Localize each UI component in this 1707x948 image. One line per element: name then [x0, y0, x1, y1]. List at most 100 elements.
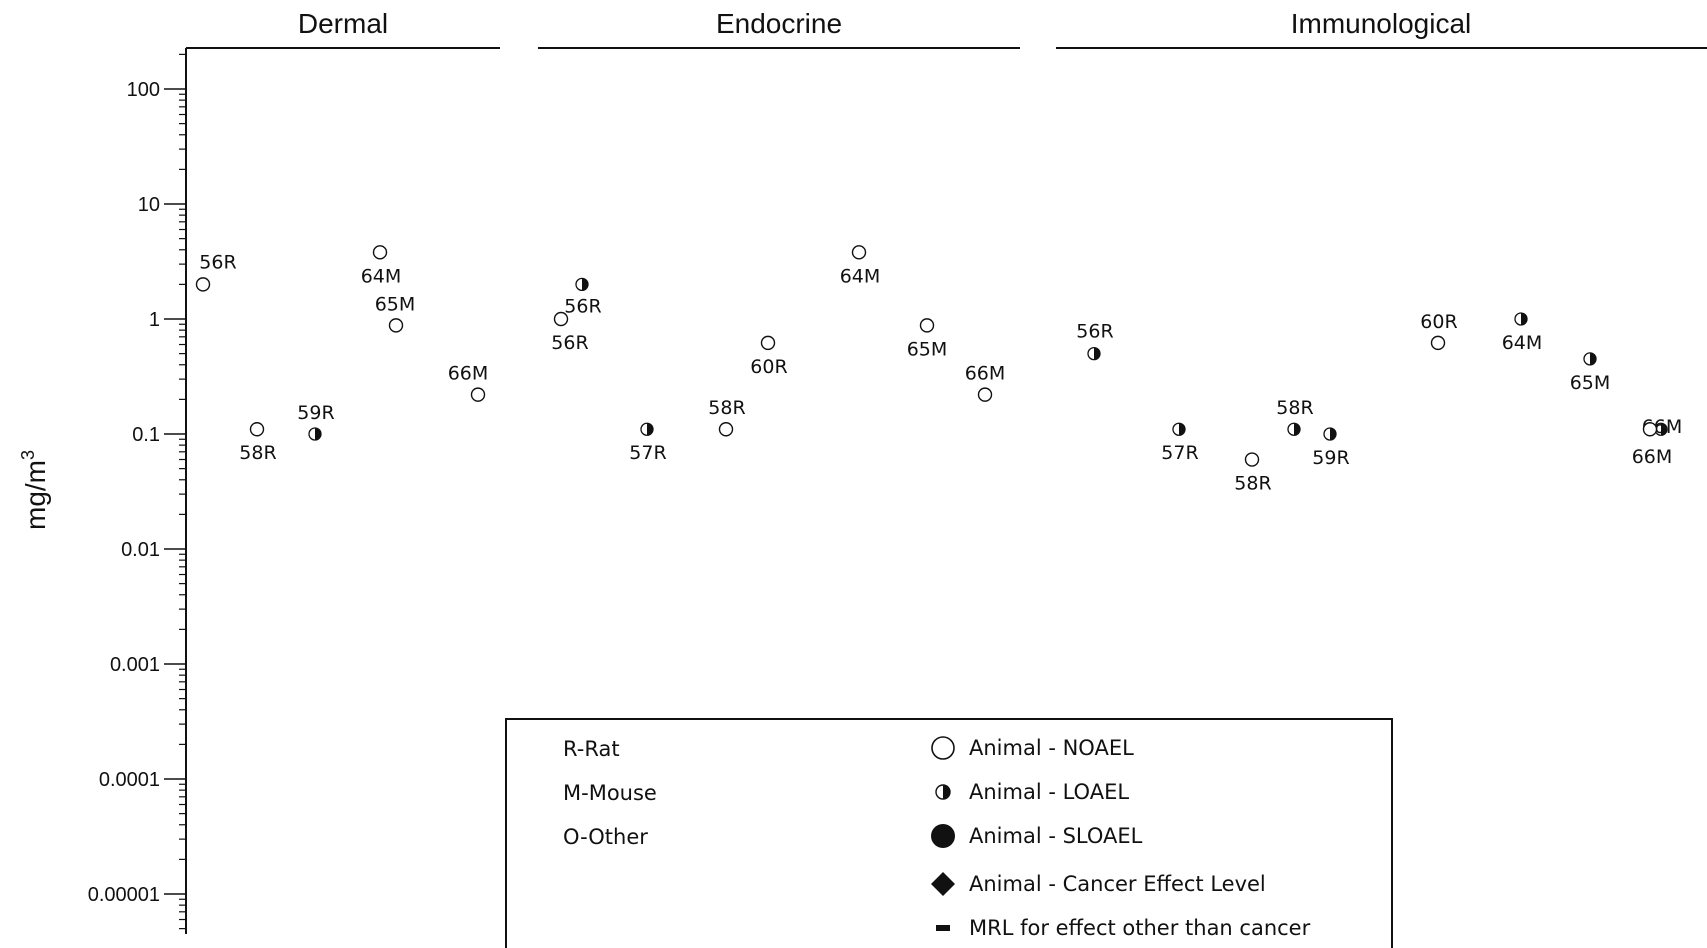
noael-marker — [1244, 452, 1260, 467]
half-filled-circle-icon — [929, 778, 957, 806]
point-label: 57R — [629, 442, 666, 464]
data-point: 58R — [239, 422, 277, 464]
legend-label-loael: Animal - LOAEL — [969, 780, 1130, 804]
point-label: 64M — [840, 265, 881, 287]
dash-icon — [929, 914, 957, 942]
data-point: 56R — [195, 251, 237, 292]
point-label: 58R — [708, 397, 745, 419]
legend-item-loael: Animal - LOAEL — [929, 778, 1129, 806]
panel-title: Dermal — [298, 8, 388, 39]
data-points: 56R58R59R64M65M66M56R56R57R58R60R64M65M6… — [195, 245, 1682, 495]
y-tick-label: 0.01 — [121, 539, 160, 561]
legend-item-mrl: MRL for effect other than cancer — [929, 914, 1310, 942]
noael-marker — [977, 387, 993, 402]
legend-species-other: O-Other — [563, 825, 648, 849]
legend-label-sloael: Animal - SLOAEL — [969, 824, 1143, 848]
data-point: 64M — [1502, 312, 1543, 354]
loael-marker-fill — [1330, 428, 1336, 440]
point-label: 58R — [1234, 473, 1271, 495]
data-point: 65M — [375, 293, 415, 333]
data-point: 66M — [448, 363, 489, 402]
data-point: 66M — [1632, 422, 1673, 468]
point-label: 65M — [1570, 372, 1611, 394]
y-axis-label: mg/m3 — [18, 450, 51, 530]
data-point: 59R — [1312, 427, 1350, 469]
noael-marker — [1642, 422, 1658, 437]
point-label: 59R — [297, 402, 334, 424]
loael-marker-fill — [1094, 347, 1100, 360]
point-label: 64M — [1502, 332, 1543, 354]
point-label: 58R — [1276, 397, 1313, 419]
data-point: 64M — [840, 245, 881, 287]
data-point: 65M — [1570, 352, 1611, 394]
data-point: 60R — [1420, 311, 1458, 351]
filled-circle-icon — [929, 822, 957, 850]
y-axis: 100 10 1 0.1 0.01 0.001 0.0001 0.00001 — [88, 47, 500, 934]
point-label: 66M — [965, 363, 1006, 385]
filled-diamond-icon — [929, 870, 957, 898]
point-label: 57R — [1161, 442, 1198, 464]
legend-item-noael: Animal - NOAEL — [929, 734, 1134, 762]
loael-marker-fill — [647, 423, 653, 436]
y-tick-label: 0.00001 — [88, 884, 160, 906]
panels: Dermal Endocrine Immunological — [298, 8, 1707, 49]
data-point: 56R — [551, 311, 589, 354]
panel-title: Endocrine — [716, 8, 842, 39]
point-label: 60R — [1420, 311, 1457, 333]
data-point: 56R — [1076, 321, 1114, 361]
point-label: 56R — [551, 332, 588, 354]
y-tick-label: 1 — [149, 309, 160, 331]
loael-marker-fill — [1521, 313, 1527, 325]
panel-title: Immunological — [1291, 8, 1472, 39]
noael-marker — [760, 335, 776, 351]
noael-marker — [553, 311, 569, 327]
point-label: 60R — [750, 356, 787, 378]
data-point: 60R — [750, 335, 788, 378]
point-label: 64M — [361, 265, 402, 287]
noael-marker — [470, 387, 486, 402]
data-point: 57R — [629, 422, 667, 464]
data-point: 56R — [564, 277, 602, 317]
data-point: 58R — [1234, 452, 1272, 495]
data-point: 66M — [965, 363, 1006, 402]
noael-marker — [851, 245, 867, 260]
loael-marker-fill — [582, 278, 588, 291]
open-circle-icon — [929, 734, 957, 762]
noael-marker — [195, 277, 211, 292]
loael-marker-fill — [1294, 423, 1300, 436]
loael-marker-fill — [315, 428, 321, 440]
data-point: 58R — [1276, 397, 1314, 436]
point-label: 59R — [1312, 447, 1349, 469]
legend-species-rat: R-Rat — [563, 737, 620, 761]
data-point: 64M — [361, 245, 402, 287]
loael-marker-fill — [1179, 423, 1185, 436]
noael-marker — [249, 422, 265, 437]
point-label: 66M — [448, 363, 489, 385]
point-label: 56R — [199, 251, 236, 273]
loael-marker-fill — [1590, 352, 1596, 365]
noael-marker — [718, 422, 734, 437]
data-point: 65M — [907, 318, 948, 360]
legend-label-mrl: MRL for effect other than cancer — [969, 916, 1311, 940]
data-point: 57R — [1161, 422, 1199, 464]
point-label: 56R — [564, 295, 601, 317]
y-tick-label: 100 — [127, 79, 160, 101]
y-tick-label: 0.1 — [132, 424, 160, 446]
data-point: 59R — [297, 402, 335, 441]
legend-label-noael: Animal - NOAEL — [969, 736, 1134, 760]
point-label: 58R — [239, 442, 276, 464]
noael-marker — [388, 318, 404, 333]
noael-marker — [1430, 335, 1446, 351]
legend-item-sloael: Animal - SLOAEL — [929, 822, 1142, 850]
point-label: 65M — [907, 338, 948, 360]
point-label: 66M — [1632, 446, 1673, 468]
y-tick-label: 0.0001 — [99, 769, 160, 791]
noael-marker — [919, 318, 935, 333]
data-point: 58R — [708, 397, 746, 437]
loael-marker-fill — [1661, 423, 1667, 436]
noael-marker — [372, 245, 388, 260]
y-tick-label: 10 — [138, 194, 160, 216]
legend-item-cancer: Animal - Cancer Effect Level — [929, 870, 1266, 898]
legend-species-mouse: M-Mouse — [563, 781, 657, 805]
